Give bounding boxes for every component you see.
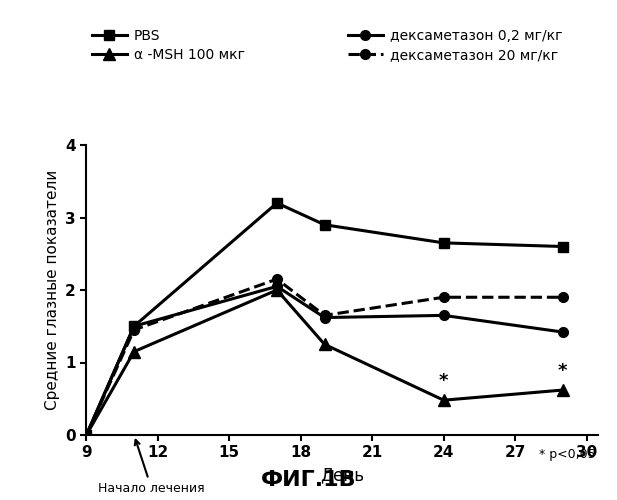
X-axis label: День: День: [320, 466, 365, 484]
Legend: дексаметазон 0,2 мг/кг, дексаметазон 20 мг/кг: дексаметазон 0,2 мг/кг, дексаметазон 20 …: [342, 23, 568, 68]
Text: ФИГ.1В: ФИГ.1В: [261, 470, 356, 490]
Y-axis label: Средние глазные показатели: Средние глазные показатели: [44, 170, 60, 410]
Text: *: *: [558, 362, 568, 380]
Text: *: *: [439, 372, 449, 390]
Text: Начало лечения: Начало лечения: [98, 440, 205, 495]
Text: * p<0,05: * p<0,05: [539, 448, 596, 461]
